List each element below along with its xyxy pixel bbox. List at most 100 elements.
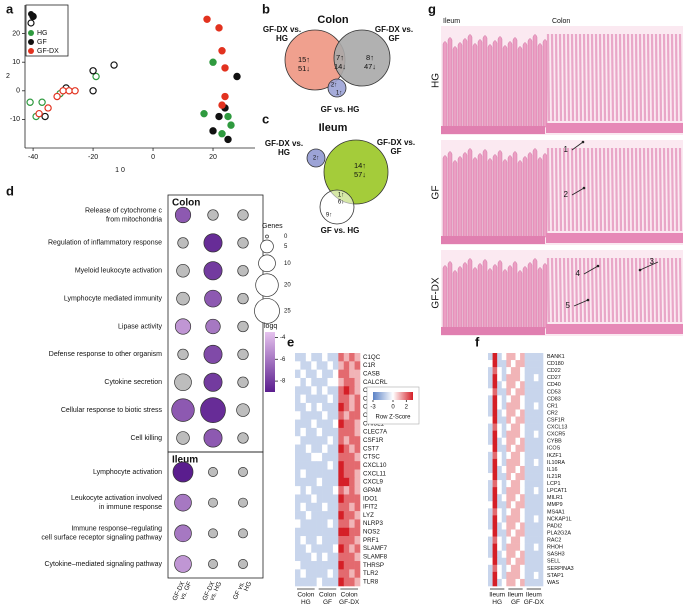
heatmap-cell [501, 501, 507, 509]
panel-label: d [6, 183, 14, 198]
heatmap-cell [492, 522, 498, 530]
gene-label: NCKAP1L [547, 516, 572, 522]
heatmap-cell [305, 486, 312, 495]
heatmap-cell [497, 564, 503, 573]
heatmap-cell [529, 480, 535, 488]
heatmap-cell [533, 416, 539, 424]
heatmap-cell [524, 515, 530, 523]
size-legend-circle [255, 273, 279, 297]
heatmap-cell [506, 381, 512, 389]
villus [537, 157, 543, 238]
heatmap-cell [338, 536, 345, 545]
heatmap-cell [343, 569, 350, 578]
heatmap-cell [338, 377, 345, 387]
heatmap-cell [349, 361, 355, 370]
point [89, 67, 97, 75]
heatmap-cell [524, 381, 530, 389]
heatmap-cell [488, 487, 493, 495]
gene-label: WAS [547, 580, 559, 586]
size-legend-circle [265, 234, 269, 239]
crypt [586, 257, 591, 323]
dot [174, 493, 192, 512]
heatmap-cell [510, 543, 516, 551]
gene-label: CD40 [547, 382, 561, 388]
heatmap-cell [316, 436, 323, 445]
heatmap-cell [524, 360, 530, 368]
heatmap-cell [349, 369, 355, 379]
arrow-head [581, 140, 585, 144]
heatmap-cell [316, 377, 323, 387]
heatmap-cell [327, 361, 334, 370]
heatmap-cell [338, 527, 345, 537]
heatmap-cell [349, 353, 355, 362]
crypt [586, 147, 591, 232]
heatmap-cell [488, 409, 493, 417]
heatmap-cell [488, 437, 493, 446]
heatmap-cell [327, 461, 334, 470]
gene-label: PADI2 [547, 523, 562, 529]
heatmap-cell [492, 501, 498, 509]
dot [238, 467, 248, 477]
point [221, 92, 229, 101]
gene-label: CSF1R [363, 437, 384, 444]
heatmap-cell [501, 480, 507, 488]
heatmap-cell [332, 386, 339, 395]
heatmap-cell [538, 543, 544, 551]
heatmap-cell [520, 494, 525, 502]
heatmap-cell [506, 508, 512, 516]
heatmap-cell [492, 515, 498, 523]
arrow-number: 2 [564, 190, 569, 199]
heatmap-cell [533, 557, 539, 566]
heatmap-cell [533, 487, 539, 495]
crypt [606, 147, 611, 232]
heatmap-cell [305, 552, 312, 562]
villus [502, 269, 508, 329]
dot [237, 376, 249, 388]
heatmap-cell [322, 427, 328, 437]
heatmap-cell [520, 416, 525, 424]
heatmap-cell [501, 487, 507, 495]
point [203, 15, 211, 23]
crypt [662, 147, 667, 232]
arrow [583, 265, 599, 275]
heatmap-cell [300, 386, 307, 395]
heatmap-cell [506, 480, 512, 488]
legend-label: HG [37, 30, 48, 37]
heatmap-cell [295, 361, 301, 370]
heatmap-cell [529, 437, 535, 446]
heatmap-cell [311, 477, 317, 487]
arrow-number: 4 [576, 269, 581, 278]
heatmap-cell [501, 508, 507, 516]
heatmap-cell [506, 557, 512, 566]
heatmap-cell [510, 409, 516, 417]
heatmap-cell [295, 536, 301, 545]
heatmap-cell [501, 423, 507, 431]
heatmap-cell [338, 544, 345, 554]
venn-set-label: GF [388, 34, 399, 43]
crypt [674, 33, 679, 122]
heatmap-cell [300, 511, 307, 520]
heatmap-cell [316, 427, 323, 437]
heatmap-cell [354, 369, 361, 379]
column-label: Colon [552, 18, 570, 25]
heatmap-cell [492, 395, 498, 403]
crypt [618, 147, 623, 232]
heatmap-cell [510, 416, 516, 424]
heatmap-cell [349, 386, 355, 395]
heatmap-cell [501, 402, 507, 410]
heatmap-cell [305, 361, 312, 370]
heatmap-cell [338, 577, 345, 587]
heatmap-cell [322, 561, 328, 570]
colorbar-label: 2 [405, 405, 409, 411]
heatmap-cell [332, 361, 339, 370]
heatmap-cell [327, 377, 334, 387]
heatmap-cell [515, 395, 521, 403]
row-label: from mitochondria [106, 216, 162, 223]
arrow-number: 3 [650, 257, 655, 266]
villus [532, 148, 538, 238]
point [44, 104, 52, 112]
heatmap-cell [327, 427, 334, 437]
crypt [646, 33, 651, 122]
group-label: HG [301, 599, 311, 605]
legend-marker [28, 48, 34, 54]
